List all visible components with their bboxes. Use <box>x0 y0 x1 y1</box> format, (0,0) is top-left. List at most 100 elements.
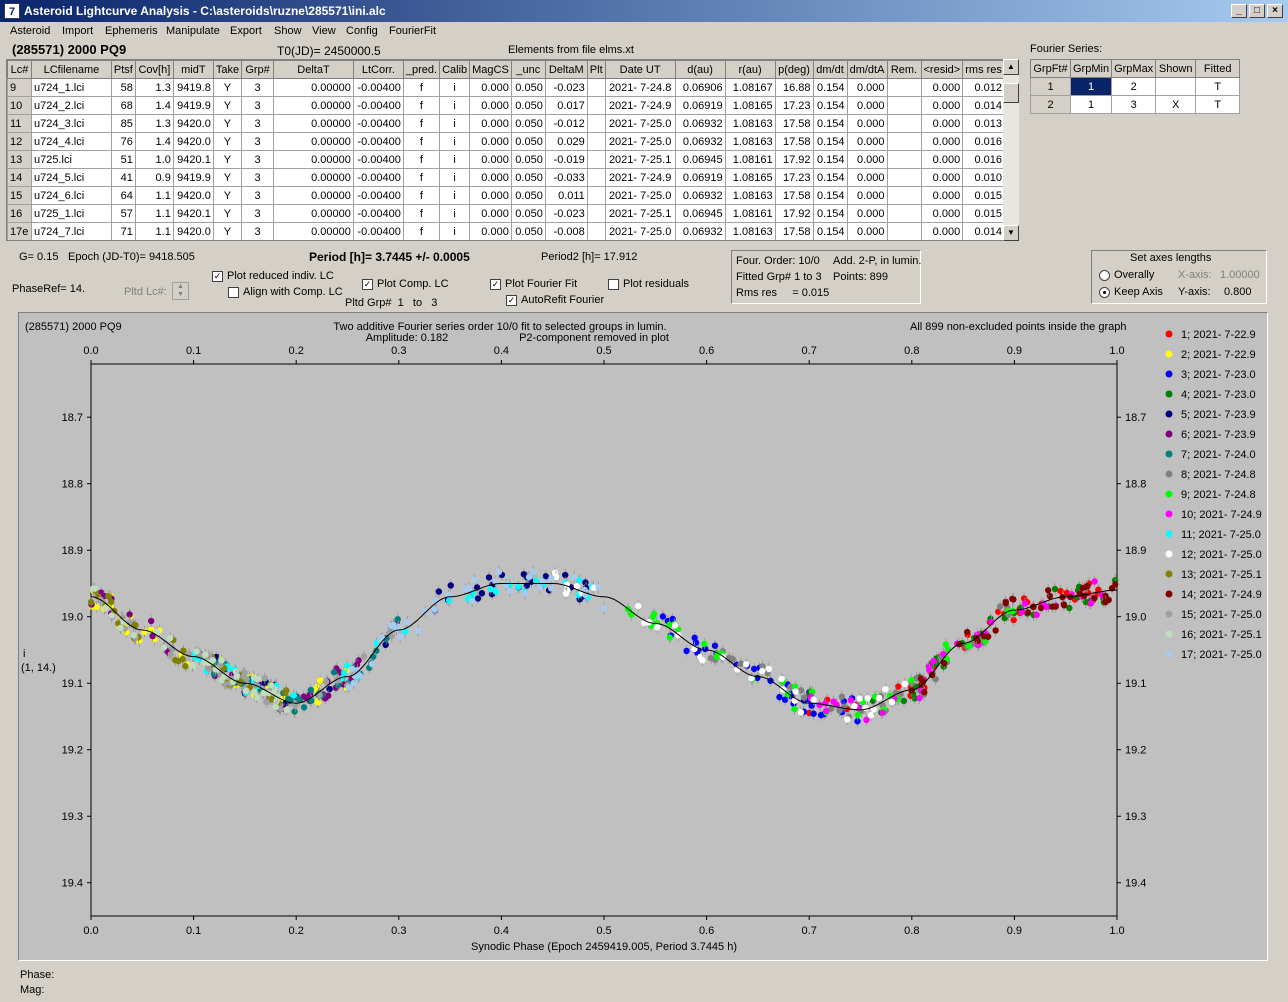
table-cell[interactable] <box>886 78 922 97</box>
table-row[interactable]: 14 u724_5.lci 41 0.9 9419.9 Y 3 0.00000 -0.00400… <box>7 168 1005 187</box>
plot-fourier-checkbox[interactable]: ✓ Plot Fourier Fit <box>490 278 578 290</box>
table-cell[interactable]: 2021- 7-24.9 <box>604 168 676 187</box>
table-cell[interactable]: 0.06932 <box>674 114 726 133</box>
table-cell[interactable]: 58 <box>110 78 136 97</box>
plot-comp-checkbox[interactable]: ✓ Plot Comp. LC <box>362 278 449 290</box>
table-cell[interactable]: 0.050 <box>510 204 546 223</box>
table-cell[interactable]: 0.014 <box>962 96 1005 115</box>
table-cell[interactable]: 0.000 <box>920 222 964 240</box>
table-cell[interactable]: 0.000 <box>920 96 964 115</box>
menu-import[interactable]: Import <box>62 25 94 37</box>
table-cell[interactable]: u725_1.lci <box>30 204 112 223</box>
table-cell[interactable]: 0.154 <box>812 114 848 133</box>
table-cell[interactable]: 2021- 7-24.8 <box>604 78 676 97</box>
table-cell[interactable]: 2021- 7-25.0 <box>604 186 676 205</box>
table-cell[interactable]: 17.58 <box>774 222 814 240</box>
table-cell[interactable]: 0.9 <box>134 168 174 187</box>
column-header[interactable]: Date UT <box>604 60 676 79</box>
table-cell[interactable]: -0.00400 <box>352 186 404 205</box>
table-cell[interactable] <box>586 204 606 223</box>
table-cell[interactable]: i <box>439 96 471 115</box>
menu-export[interactable]: Export <box>230 25 262 37</box>
table-cell[interactable]: 0.011 <box>544 186 588 205</box>
table-cell[interactable]: f <box>402 96 441 115</box>
table-cell[interactable]: 0.000 <box>920 186 964 205</box>
column-header[interactable]: rms res <box>962 60 1005 79</box>
table-cell[interactable]: -0.00400 <box>352 96 404 115</box>
lightcurve-plot[interactable]: (285571) 2000 PQ9 Two additive Fourier s… <box>19 313 1267 960</box>
table-cell[interactable]: 13 <box>7 150 32 169</box>
table-cell[interactable]: i <box>439 222 471 240</box>
y-axis-value[interactable]: 0.800 <box>1224 286 1252 298</box>
fourier-column-header[interactable]: Shown <box>1155 59 1197 78</box>
column-header[interactable]: DeltaT <box>273 60 354 79</box>
table-cell[interactable]: 3 <box>241 132 275 151</box>
table-cell[interactable]: f <box>402 114 441 133</box>
close-button[interactable]: × <box>1267 4 1283 18</box>
table-cell[interactable]: 0.000 <box>846 186 888 205</box>
maximize-button[interactable]: □ <box>1249 4 1265 18</box>
table-row[interactable]: 11 u724_3.lci 85 1.3 9420.0 Y 3 0.00000 -0.00400… <box>7 114 1005 133</box>
overally-radio[interactable]: Overally <box>1099 269 1154 281</box>
table-cell[interactable]: 0.000 <box>920 168 964 187</box>
table-cell[interactable]: 0.013 <box>962 114 1005 133</box>
table-cell[interactable]: 2021- 7-24.9 <box>604 96 676 115</box>
column-header[interactable]: Lc# <box>7 60 32 79</box>
menu-fourierfit[interactable]: FourierFit <box>389 25 437 37</box>
table-cell[interactable]: 1.4 <box>134 132 174 151</box>
table-cell[interactable]: -0.023 <box>544 204 588 223</box>
table-cell[interactable]: 0.154 <box>812 96 848 115</box>
table-cell[interactable] <box>586 168 606 187</box>
table-cell[interactable]: 2021- 7-25.1 <box>604 150 676 169</box>
table-cell[interactable]: 0.154 <box>812 186 848 205</box>
table-cell[interactable]: 17.58 <box>774 114 814 133</box>
table-cell[interactable]: 0.000 <box>469 186 512 205</box>
table-cell[interactable]: 0.06932 <box>674 186 726 205</box>
table-cell[interactable]: 9 <box>7 78 32 97</box>
table-cell[interactable]: i <box>439 150 471 169</box>
table-cell[interactable]: 0.000 <box>846 204 888 223</box>
table-cell[interactable]: 17.58 <box>774 132 814 151</box>
table-cell[interactable]: 0.000 <box>920 114 964 133</box>
table-cell[interactable]: 0.000 <box>920 78 964 97</box>
table-cell[interactable] <box>886 150 922 169</box>
table-cell[interactable]: 1.4 <box>134 96 174 115</box>
table-cell[interactable]: 1.3 <box>134 114 174 133</box>
menu-manipulate[interactable]: Manipulate <box>166 25 220 37</box>
app-icon[interactable]: 7 <box>4 3 20 19</box>
column-header[interactable]: Rem. <box>886 60 922 79</box>
table-cell[interactable]: i <box>439 132 471 151</box>
table-cell[interactable]: 0.015 <box>962 204 1005 223</box>
table-cell[interactable]: 0.000 <box>920 204 964 223</box>
table-cell[interactable]: 1.08165 <box>724 168 776 187</box>
table-cell[interactable]: u725.lci <box>30 150 112 169</box>
fourier-cell[interactable]: X <box>1155 95 1197 114</box>
table-cell[interactable]: i <box>439 186 471 205</box>
column-header[interactable]: MagCS <box>469 60 512 79</box>
table-cell[interactable]: 17.58 <box>774 186 814 205</box>
table-row[interactable]: 17e u724_7.lci 71 1.1 9420.0 Y 3 0.00000 -0.0040… <box>7 222 1005 240</box>
table-cell[interactable]: 3 <box>241 204 275 223</box>
minimize-button[interactable]: _ <box>1231 4 1247 18</box>
column-header[interactable]: dm/dtA <box>846 60 888 79</box>
table-cell[interactable]: 0.00000 <box>273 222 354 240</box>
table-cell[interactable]: 0.010 <box>962 168 1005 187</box>
table-cell[interactable]: 64 <box>110 186 136 205</box>
table-cell[interactable]: u724_2.lci <box>30 96 112 115</box>
table-cell[interactable]: 3 <box>241 96 275 115</box>
table-cell[interactable]: 0.015 <box>962 186 1005 205</box>
table-cell[interactable] <box>886 186 922 205</box>
column-header[interactable]: Plt <box>586 60 606 79</box>
table-cell[interactable]: 0.06919 <box>674 168 726 187</box>
scroll-thumb[interactable] <box>1003 83 1019 103</box>
table-cell[interactable]: f <box>402 204 441 223</box>
table-cell[interactable] <box>586 186 606 205</box>
table-cell[interactable]: Y <box>212 150 243 169</box>
x-axis-value[interactable]: 1.00000 <box>1220 269 1260 281</box>
table-cell[interactable]: Y <box>212 96 243 115</box>
table-cell[interactable]: u724_5.lci <box>30 168 112 187</box>
plot-panel[interactable]: (285571) 2000 PQ9 Two additive Fourier s… <box>18 312 1268 961</box>
table-cell[interactable]: 1.0 <box>134 150 174 169</box>
table-cell[interactable]: 0.050 <box>510 168 546 187</box>
